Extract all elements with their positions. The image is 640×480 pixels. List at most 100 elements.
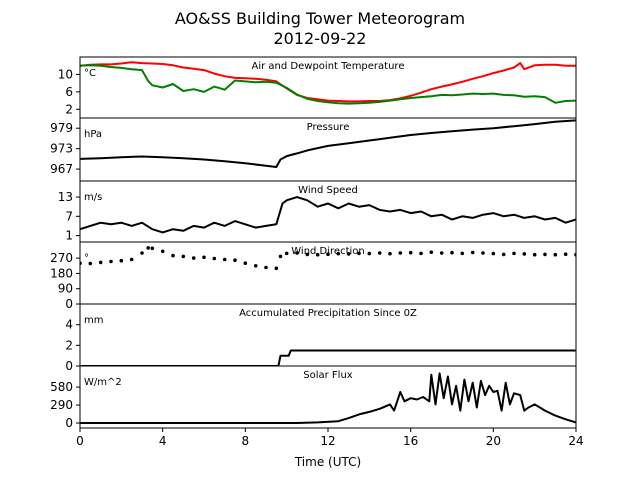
wind_direction-point — [357, 251, 361, 256]
wind_direction-point — [233, 258, 237, 263]
temp-title: Air and Dewpoint Temperature — [252, 61, 405, 72]
x-axis: 0 4 8 12 16 20 24 — [76, 428, 584, 448]
wind_direction-point — [98, 260, 103, 265]
wind_direction-point — [512, 251, 516, 256]
figure-date: 2012-09-22 — [274, 29, 367, 48]
wind_direction-point — [398, 251, 403, 255]
wind_direction-point — [202, 255, 206, 260]
wind_direction-point — [146, 246, 150, 250]
wind_direction-point — [278, 254, 283, 259]
wind_direction-title: Wind Direction — [291, 246, 365, 257]
wind_direction-point — [491, 251, 496, 256]
solar-ytick-label: 580 — [50, 380, 73, 394]
wind_direction-point — [264, 265, 268, 270]
wind_direction-point — [470, 250, 475, 255]
wind_direction-point — [305, 252, 310, 257]
wind_direction-point — [439, 251, 444, 255]
precip-unit: mm — [84, 315, 103, 326]
wind_direction-point — [543, 252, 547, 257]
pressure-ytick-label: 967 — [50, 162, 73, 176]
solar-ytick-label: 290 — [50, 398, 73, 412]
wind_direction-point — [553, 252, 558, 257]
wind_direction-unit: ° — [84, 253, 89, 264]
wind_direction-point — [171, 253, 175, 258]
temp-unit: °C — [84, 68, 96, 79]
xtick-label: 0 — [76, 434, 84, 448]
wind_direction-point — [150, 246, 155, 251]
figure-title: AO&SS Building Tower Meteorogram — [175, 9, 465, 28]
precip-ytick-label: 2 — [65, 338, 73, 352]
wind_direction-point — [140, 251, 144, 255]
pressure-ytick-label: 973 — [50, 142, 73, 156]
wind_speed-unit: m/s — [84, 192, 102, 203]
wind_direction-point — [129, 257, 134, 262]
wind_direction-point — [481, 251, 485, 255]
wind_direction-ytick-label: 90 — [58, 282, 73, 296]
wind_direction-point — [88, 261, 93, 266]
x-axis-label: Time (UTC) — [294, 455, 361, 469]
xtick-label: 20 — [486, 434, 501, 448]
temp-series-1 — [80, 64, 576, 105]
xtick-label: 4 — [159, 434, 167, 448]
wind_direction-point — [419, 251, 423, 256]
temp-series-0 — [80, 61, 576, 103]
panel-temp: 2 6 10 °C Air and Dewpoint Temperature — [58, 56, 577, 119]
wind_direction-point — [284, 251, 289, 256]
xtick-label: 24 — [568, 434, 583, 448]
wind_direction-point — [336, 251, 341, 256]
panel-wind_speed: 1 7 13 m/s Wind Speed — [58, 180, 577, 243]
xtick-label: 16 — [403, 434, 418, 448]
temp-ytick-label: 2 — [65, 102, 73, 116]
wind_direction-point — [212, 256, 217, 261]
wind_direction-point — [388, 251, 392, 256]
wind_direction-point — [109, 259, 113, 264]
xtick-label: 8 — [242, 434, 250, 448]
pressure-title: Pressure — [307, 122, 350, 133]
panel-solar: 0 290 580 W/m^2 Solar Flux — [50, 365, 577, 430]
solar-ytick-label: 0 — [65, 416, 73, 430]
wind_direction-point — [181, 254, 186, 259]
wind_direction-point — [315, 252, 320, 257]
wind_direction-point — [377, 251, 382, 255]
wind_direction-point — [191, 256, 196, 260]
panel-pressure: 967 973 979 hPa Pressure — [50, 117, 577, 182]
wind_direction-point — [367, 251, 372, 256]
panel-precip: 0 2 4 mm Accumulated Precipitation Since 0Z — [65, 303, 577, 373]
wind_direction-point — [222, 257, 227, 262]
temp-ytick-label: 6 — [65, 85, 73, 99]
wind_speed-title: Wind Speed — [298, 185, 358, 196]
wind_direction-ytick-label: 0 — [65, 297, 73, 311]
wind_direction-point — [522, 252, 527, 256]
wind_direction-point — [429, 250, 434, 254]
precip-ytick-label: 4 — [65, 318, 73, 332]
xtick-label: 12 — [320, 434, 335, 448]
wind_direction-point — [450, 250, 454, 255]
wind_speed-ytick-label: 13 — [58, 190, 73, 204]
wind_speed-ytick-label: 7 — [65, 209, 73, 223]
wind_direction-point — [408, 250, 413, 255]
wind_direction-point — [274, 266, 279, 271]
wind_speed-series-0 — [80, 196, 576, 234]
precip-series-0 — [80, 349, 576, 366]
wind_direction-point — [295, 251, 299, 255]
wind_speed-ytick-label: 1 — [65, 229, 73, 243]
wind_direction-point — [243, 261, 248, 266]
solar-series-0 — [80, 372, 576, 424]
wind_direction-point — [326, 252, 330, 256]
precip-title: Accumulated Precipitation Since 0Z — [239, 308, 417, 319]
pressure-ytick-label: 979 — [50, 121, 73, 135]
wind_direction-point — [501, 252, 506, 257]
wind_direction-point — [253, 264, 258, 268]
wind_direction-point — [563, 252, 568, 256]
pressure-series-0 — [80, 119, 576, 168]
wind_direction-point — [532, 252, 537, 257]
wind_direction-ytick-label: 270 — [50, 251, 73, 265]
pressure-unit: hPa — [84, 129, 102, 140]
wind_direction-point — [460, 251, 465, 256]
wind_direction-point — [119, 258, 124, 263]
solar-unit: W/m^2 — [84, 377, 122, 388]
precip-ytick-label: 0 — [65, 359, 73, 373]
